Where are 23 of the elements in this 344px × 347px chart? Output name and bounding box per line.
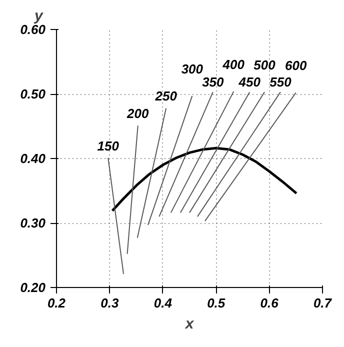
x-tick-label: 0.4	[154, 296, 173, 310]
y-tick-label: 0.20	[20, 280, 46, 295]
y-tick-label: 0.50	[20, 86, 46, 102]
y-tick-label: 0.30	[20, 216, 46, 230]
y-tick-label: 0.60	[20, 22, 46, 37]
y-axis-title: y	[34, 8, 44, 24]
series-label: 200	[126, 106, 150, 122]
series-label: 400	[222, 56, 246, 72]
x-axis-title: x	[184, 316, 194, 332]
y-tick-label: 0.40	[20, 151, 46, 166]
series-label: 250	[154, 88, 178, 104]
x-tick-label: 0.3	[100, 296, 120, 310]
x-tick-label: 0.7	[313, 296, 332, 310]
series-label: 150	[97, 138, 120, 154]
series-label: 450	[238, 74, 262, 90]
series-label: 500	[254, 58, 276, 73]
x-tick-label: 0.6	[260, 296, 280, 310]
series-label: 550	[270, 74, 292, 90]
series-label: 600	[285, 58, 308, 74]
series-label: 350	[202, 74, 225, 90]
x-tick-label: 0.5	[207, 296, 226, 310]
x-tick-label: 0.2	[47, 296, 66, 310]
series-label: 300	[181, 61, 204, 76]
